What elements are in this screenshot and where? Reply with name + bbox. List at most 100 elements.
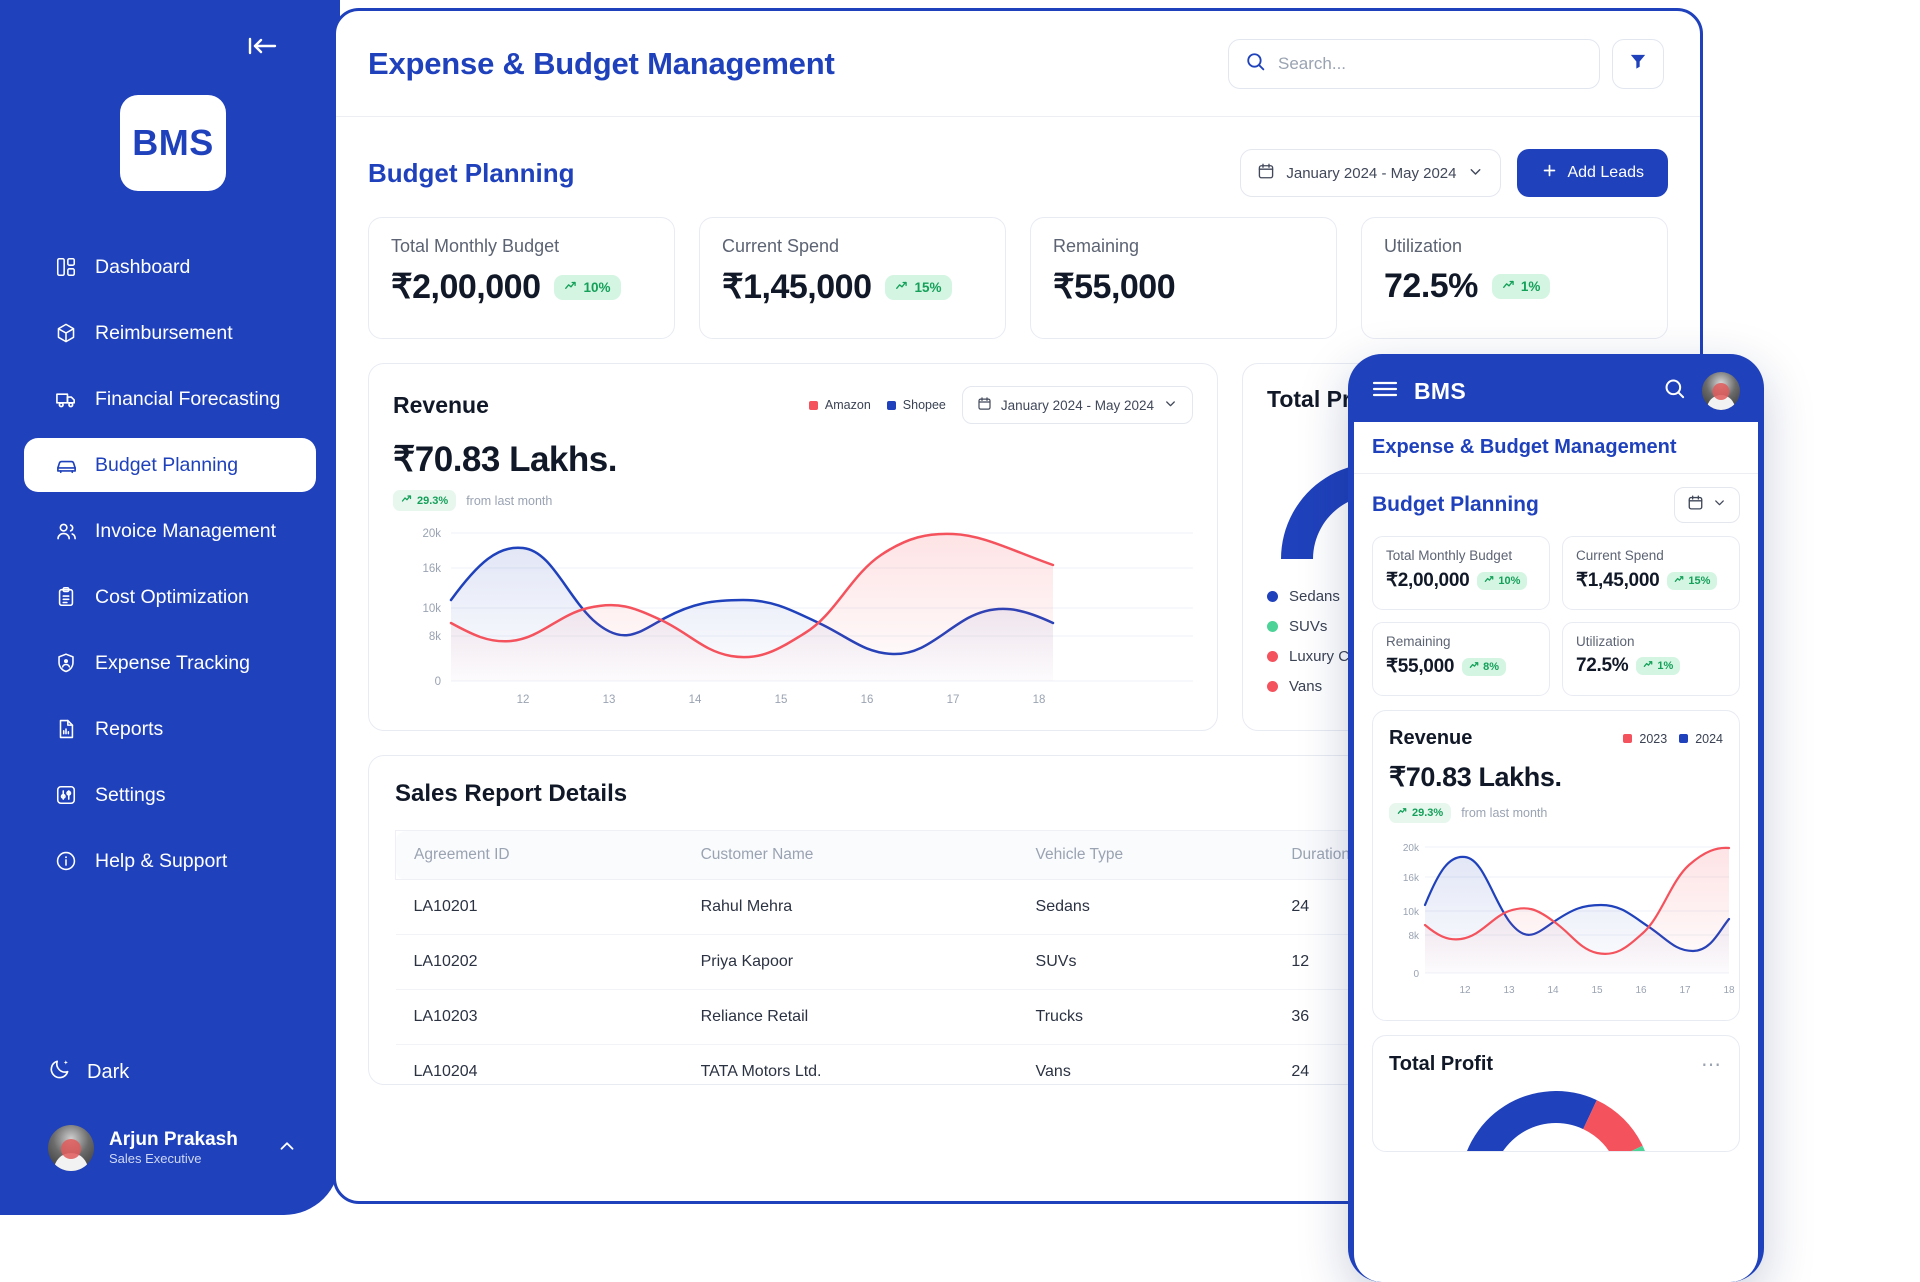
sidebar-collapse-button[interactable] bbox=[242, 34, 282, 62]
avatar[interactable] bbox=[1702, 372, 1740, 410]
svg-text:20k: 20k bbox=[1403, 843, 1420, 854]
search-box[interactable] bbox=[1228, 38, 1600, 89]
svg-text:16: 16 bbox=[861, 694, 874, 706]
status-badge: 10% bbox=[1477, 571, 1528, 590]
mobile-section-header: Budget Planning bbox=[1354, 474, 1758, 536]
mobile-kpi-grid: Total Monthly Budget ₹2,00,000 10% Curre… bbox=[1354, 536, 1758, 696]
box-icon bbox=[54, 321, 78, 345]
legend-item: SUVs bbox=[1267, 618, 1643, 635]
cell-agreement-id: LA10204 bbox=[395, 1044, 691, 1084]
svg-text:15: 15 bbox=[1591, 985, 1603, 996]
sidebar-nav: Dashboard Reimbursement bbox=[0, 240, 340, 900]
kpi-value: ₹55,000 bbox=[1386, 656, 1455, 677]
trend-up-icon bbox=[1484, 574, 1495, 588]
sidebar-item-settings[interactable]: Settings bbox=[24, 768, 316, 822]
sidebar-item-dashboard[interactable]: Dashboard bbox=[24, 240, 316, 294]
legend-swatch-amazon bbox=[808, 400, 818, 410]
status-badge: 10% bbox=[554, 274, 621, 300]
sidebar-item-financial-forecasting[interactable]: Financial Forecasting bbox=[24, 372, 316, 426]
moon-icon bbox=[48, 1058, 71, 1087]
sidebar-item-label: Settings bbox=[95, 783, 166, 806]
chevron-up-icon[interactable] bbox=[276, 1135, 298, 1162]
svg-text:0: 0 bbox=[1413, 969, 1419, 980]
revenue-chart: 20k 16k 10k 8k 0 bbox=[393, 523, 1193, 713]
sidebar-item-reimbursement[interactable]: Reimbursement bbox=[24, 306, 316, 360]
cell-agreement-id: LA10201 bbox=[395, 879, 691, 935]
trend-up-icon bbox=[1397, 806, 1408, 820]
filter-icon bbox=[1628, 51, 1648, 76]
legend-item: Sedans bbox=[1267, 588, 1643, 605]
sidebar-item-reports[interactable]: Reports bbox=[24, 702, 316, 756]
filter-button[interactable] bbox=[1612, 38, 1664, 89]
profile-menu[interactable]: Arjun Prakash Sales Executive bbox=[48, 1125, 298, 1171]
kpi-value: 72.5% bbox=[1576, 655, 1629, 676]
sidebar-item-label: Budget Planning bbox=[95, 453, 239, 476]
brand-logo-text: BMS bbox=[132, 122, 214, 163]
search-input[interactable] bbox=[1278, 53, 1583, 74]
users-icon bbox=[54, 519, 78, 543]
sidebar-item-cost-optimization[interactable]: Cost Optimization bbox=[24, 570, 316, 624]
search-icon[interactable] bbox=[1663, 377, 1686, 405]
hamburger-icon[interactable] bbox=[1372, 379, 1398, 404]
status-badge: 1% bbox=[1636, 657, 1681, 675]
mobile-revenue-title: Revenue bbox=[1389, 727, 1473, 749]
topbar-actions bbox=[1228, 38, 1664, 89]
mobile-kpi-current-spend: Current Spend ₹1,45,000 15% bbox=[1562, 536, 1740, 610]
sidebar: BMS Dashboard bbox=[0, 0, 340, 1215]
theme-toggle-label: Dark bbox=[87, 1061, 130, 1083]
sidebar-item-expense-tracking[interactable]: Expense Tracking bbox=[24, 636, 316, 690]
sidebar-item-label: Expense Tracking bbox=[95, 651, 251, 674]
sidebar-item-help-support[interactable]: Help & Support bbox=[24, 834, 316, 888]
theme-toggle[interactable]: Dark bbox=[48, 1058, 129, 1087]
plus-icon bbox=[1541, 162, 1558, 184]
more-options-icon[interactable]: ⋯ bbox=[1701, 1054, 1723, 1076]
calendar-icon bbox=[1687, 494, 1704, 516]
legend-swatch-suvs bbox=[1267, 621, 1278, 632]
legend-swatch-shopee bbox=[886, 400, 896, 410]
kpi-value: ₹2,00,000 bbox=[391, 268, 541, 306]
kpi-value: ₹1,45,000 bbox=[1576, 570, 1660, 591]
mobile-kpi-utilization: Utilization 72.5% 1% bbox=[1562, 622, 1740, 696]
revenue-legend: Amazon Shopee bbox=[808, 398, 946, 412]
kpi-label: Remaining bbox=[1386, 634, 1451, 649]
mobile-revenue-value: ₹70.83 Lakhs. bbox=[1389, 762, 1562, 792]
revenue-date-picker[interactable]: January 2024 - May 2024 bbox=[961, 386, 1193, 424]
mobile-date-picker[interactable] bbox=[1674, 487, 1740, 523]
svg-text:14: 14 bbox=[689, 694, 702, 706]
column-header-agreement-id[interactable]: Agreement ID bbox=[394, 830, 691, 880]
sidebar-item-label: Help & Support bbox=[95, 849, 228, 872]
calendar-icon bbox=[1257, 162, 1275, 184]
legend-item: 2023 bbox=[1623, 732, 1667, 746]
kpi-delta: 10% bbox=[1498, 574, 1521, 587]
chevron-down-icon bbox=[1467, 163, 1484, 184]
revenue-delta: 29.3% bbox=[417, 494, 449, 507]
legend-swatch-2023 bbox=[1623, 734, 1633, 743]
clipboard-icon bbox=[54, 585, 78, 609]
mobile-revenue-delta-badge: 29.3% bbox=[1389, 803, 1452, 823]
kpi-delta: 15% bbox=[1688, 574, 1711, 587]
legend-label: Amazon bbox=[824, 398, 871, 412]
date-range-picker[interactable]: January 2024 - May 2024 bbox=[1240, 149, 1502, 197]
status-badge: 15% bbox=[885, 274, 952, 300]
cell-customer-name: Rahul Mehra bbox=[690, 879, 1026, 935]
layout-dashboard-icon bbox=[54, 255, 78, 279]
sidebar-item-invoice-management[interactable]: Invoice Management bbox=[24, 504, 316, 558]
mobile-revenue-delta-caption: from last month bbox=[1461, 806, 1548, 820]
brand-logo[interactable]: BMS bbox=[120, 95, 226, 191]
sidebar-item-budget-planning[interactable]: Budget Planning bbox=[24, 438, 316, 492]
kpi-card-remaining: Remaining ₹55,000 bbox=[1030, 217, 1337, 339]
svg-text:13: 13 bbox=[603, 694, 616, 706]
kpi-delta: 1% bbox=[1657, 660, 1674, 672]
svg-text:15: 15 bbox=[775, 694, 788, 706]
cell-vehicle-type: SUVs bbox=[1025, 934, 1282, 990]
kpi-value: ₹55,000 bbox=[1053, 268, 1176, 306]
legend-item: Amazon bbox=[808, 398, 871, 412]
svg-text:18: 18 bbox=[1723, 985, 1735, 996]
column-header-vehicle-type[interactable]: Vehicle Type bbox=[1025, 830, 1282, 880]
legend-swatch-luxury-cars bbox=[1267, 651, 1278, 662]
revenue-date-value: January 2024 - May 2024 bbox=[1000, 397, 1154, 413]
add-leads-button[interactable]: Add Leads bbox=[1517, 149, 1668, 197]
column-header-customer-name[interactable]: Customer Name bbox=[690, 830, 1026, 880]
revenue-chart-svg: 20k 16k 10k 8k 0 bbox=[422, 528, 1193, 706]
mobile-revenue-delta: 29.3% bbox=[1412, 807, 1444, 819]
